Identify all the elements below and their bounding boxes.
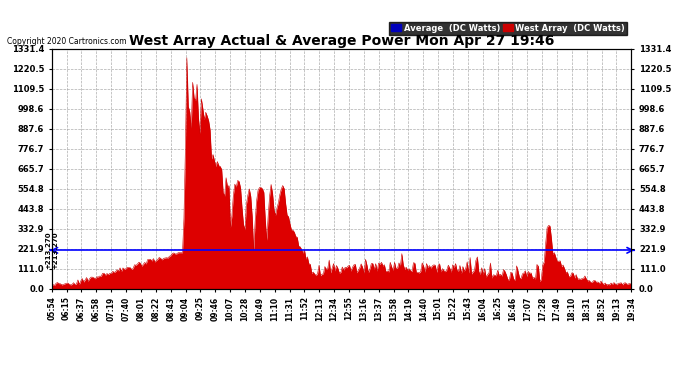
Text: +213.270: +213.270 (45, 231, 51, 269)
Legend: Average  (DC Watts), West Array  (DC Watts): Average (DC Watts), West Array (DC Watts… (389, 22, 627, 35)
Title: West Array Actual & Average Power Mon Apr 27 19:46: West Array Actual & Average Power Mon Ap… (129, 34, 554, 48)
Text: Copyright 2020 Cartronics.com: Copyright 2020 Cartronics.com (7, 38, 126, 46)
Text: +213.270: +213.270 (52, 231, 59, 269)
